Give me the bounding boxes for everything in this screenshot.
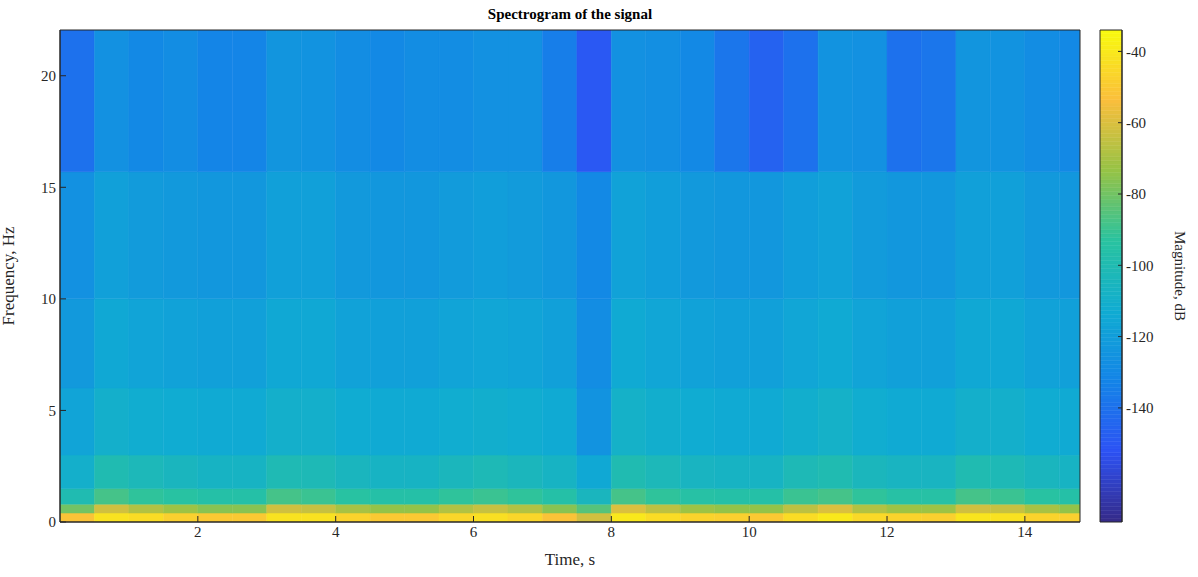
svg-text:8: 8 xyxy=(608,524,616,540)
svg-text:0: 0 xyxy=(49,514,57,530)
svg-text:-80: -80 xyxy=(1126,186,1146,202)
svg-text:-140: -140 xyxy=(1126,400,1154,416)
svg-text:12: 12 xyxy=(880,524,895,540)
svg-text:5: 5 xyxy=(49,403,57,419)
svg-text:Time, s: Time, s xyxy=(545,550,595,569)
html-text:Spectrogram of the signal: Spectrogram of the signal xyxy=(487,6,653,22)
svg-text:4: 4 xyxy=(332,524,340,540)
svg-text:15: 15 xyxy=(41,180,56,196)
svg-text:-120: -120 xyxy=(1126,329,1154,345)
svg-text:Magnitude, dB: Magnitude, dB xyxy=(1172,231,1188,321)
svg-text:-100: -100 xyxy=(1126,258,1154,274)
svg-text:Frequency, Hz: Frequency, Hz xyxy=(0,226,18,325)
svg-text:2: 2 xyxy=(194,524,202,540)
svg-text:14: 14 xyxy=(1017,524,1033,540)
svg-text:-60: -60 xyxy=(1126,115,1146,131)
svg-text:10: 10 xyxy=(742,524,757,540)
svg-text:10: 10 xyxy=(41,291,56,307)
svg-text:-40: -40 xyxy=(1126,44,1146,60)
svg-text:6: 6 xyxy=(470,524,478,540)
svg-text:20: 20 xyxy=(41,68,56,84)
